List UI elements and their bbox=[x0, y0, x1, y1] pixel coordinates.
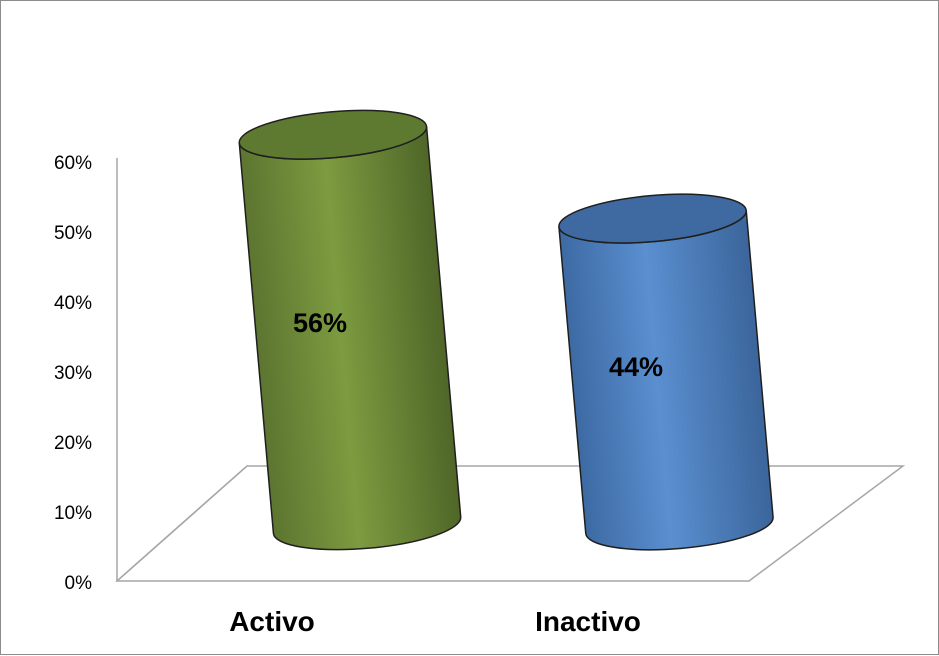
y-tick-label: 20% bbox=[54, 433, 92, 454]
category-label: Activo bbox=[229, 606, 315, 637]
y-tick-label: 60% bbox=[54, 153, 92, 174]
floor-back-edge bbox=[116, 465, 248, 582]
y-tick-label: 0% bbox=[65, 573, 93, 594]
bar-series bbox=[238, 109, 774, 551]
data-label: 56% bbox=[293, 308, 347, 338]
cylinder-bar-top bbox=[238, 109, 428, 160]
cylinder-bar-body bbox=[238, 126, 462, 551]
y-tick-label: 10% bbox=[54, 503, 92, 524]
chart-floor bbox=[115, 465, 906, 582]
data-label: 44% bbox=[609, 352, 663, 382]
y-tick-label: 40% bbox=[54, 293, 92, 314]
cylinder-bar-body bbox=[558, 210, 774, 551]
cylinder-bar-top bbox=[558, 193, 747, 244]
y-tick-label: 30% bbox=[54, 363, 92, 384]
category-label: Inactivo bbox=[535, 606, 641, 637]
y-axis-tick-labels: 0% 10% 20% 30% 40% 50% 60% bbox=[54, 153, 92, 594]
y-tick-label: 50% bbox=[54, 223, 92, 244]
